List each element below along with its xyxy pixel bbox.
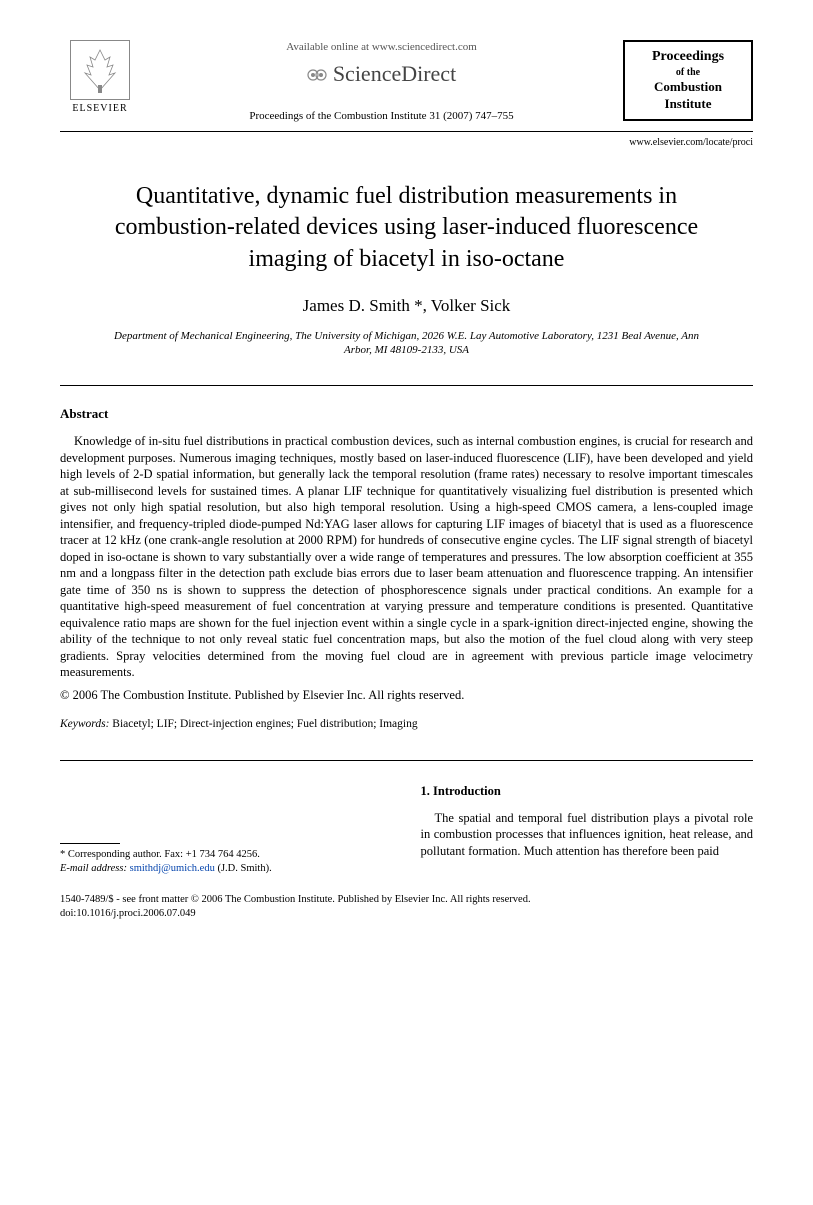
journal-title-box: Proceedings of the Combustion Institute (623, 40, 753, 121)
elsevier-label: ELSEVIER (72, 102, 127, 115)
abstract-text: Knowledge of in-situ fuel distributions … (60, 433, 753, 681)
email-link[interactable]: smithdj@umich.edu (130, 863, 215, 874)
corresponding-rule (60, 843, 120, 844)
two-column-region: * Corresponding author. Fax: +1 734 764 … (60, 783, 753, 875)
right-column: 1. Introduction The spatial and temporal… (421, 783, 754, 875)
sciencedirect-icon (307, 65, 327, 85)
footer-doi: doi:10.1016/j.proci.2006.07.049 (60, 907, 753, 921)
available-online-text: Available online at www.sciencedirect.co… (286, 40, 477, 54)
footer-block: 1540-7489/$ - see front matter © 2006 Th… (60, 893, 753, 920)
keywords-line: Keywords: Biacetyl; LIF; Direct-injectio… (60, 717, 753, 732)
authors: James D. Smith *, Volker Sick (60, 295, 753, 317)
corresponding-author-block: * Corresponding author. Fax: +1 734 764 … (60, 848, 393, 875)
abstract-copyright: © 2006 The Combustion Institute. Publish… (60, 687, 753, 703)
journal-box-wrapper: Proceedings of the Combustion Institute (623, 40, 753, 121)
introduction-body: The spatial and temporal fuel distributi… (421, 810, 754, 860)
abstract-body: Knowledge of in-situ fuel distributions … (60, 433, 753, 681)
abstract-heading: Abstract (60, 406, 753, 423)
left-column: * Corresponding author. Fax: +1 734 764 … (60, 783, 393, 875)
journal-line3: Combustion (635, 79, 741, 96)
corresponding-email-line: E-mail address: smithdj@umich.edu (J.D. … (60, 862, 393, 876)
keywords-text: Biacetyl; LIF; Direct-injection engines;… (109, 718, 417, 730)
article-title: Quantitative, dynamic fuel distribution … (100, 181, 713, 275)
introduction-heading: 1. Introduction (421, 783, 754, 800)
sciencedirect-logo: ScienceDirect (307, 60, 456, 89)
affiliation: Department of Mechanical Engineering, Th… (100, 329, 713, 358)
journal-line4: Institute (635, 96, 741, 113)
corresponding-line1: * Corresponding author. Fax: +1 734 764 … (60, 848, 393, 862)
journal-line2: of the (635, 66, 741, 79)
elsevier-logo-block: ELSEVIER (60, 40, 140, 115)
elsevier-tree-icon (70, 40, 130, 100)
journal-line1: Proceedings (635, 48, 741, 66)
sciencedirect-text: ScienceDirect (333, 60, 456, 89)
citation-line: Proceedings of the Combustion Institute … (249, 109, 513, 123)
header-center: Available online at www.sciencedirect.co… (140, 40, 623, 123)
footer-line1: 1540-7489/$ - see front matter © 2006 Th… (60, 893, 753, 907)
email-suffix: (J.D. Smith). (215, 863, 272, 874)
header-row: ELSEVIER Available online at www.science… (60, 40, 753, 123)
header-rule (60, 131, 753, 132)
email-label: E-mail address: (60, 863, 127, 874)
journal-url: www.elsevier.com/locate/proci (60, 136, 753, 149)
keywords-label: Keywords: (60, 718, 109, 730)
